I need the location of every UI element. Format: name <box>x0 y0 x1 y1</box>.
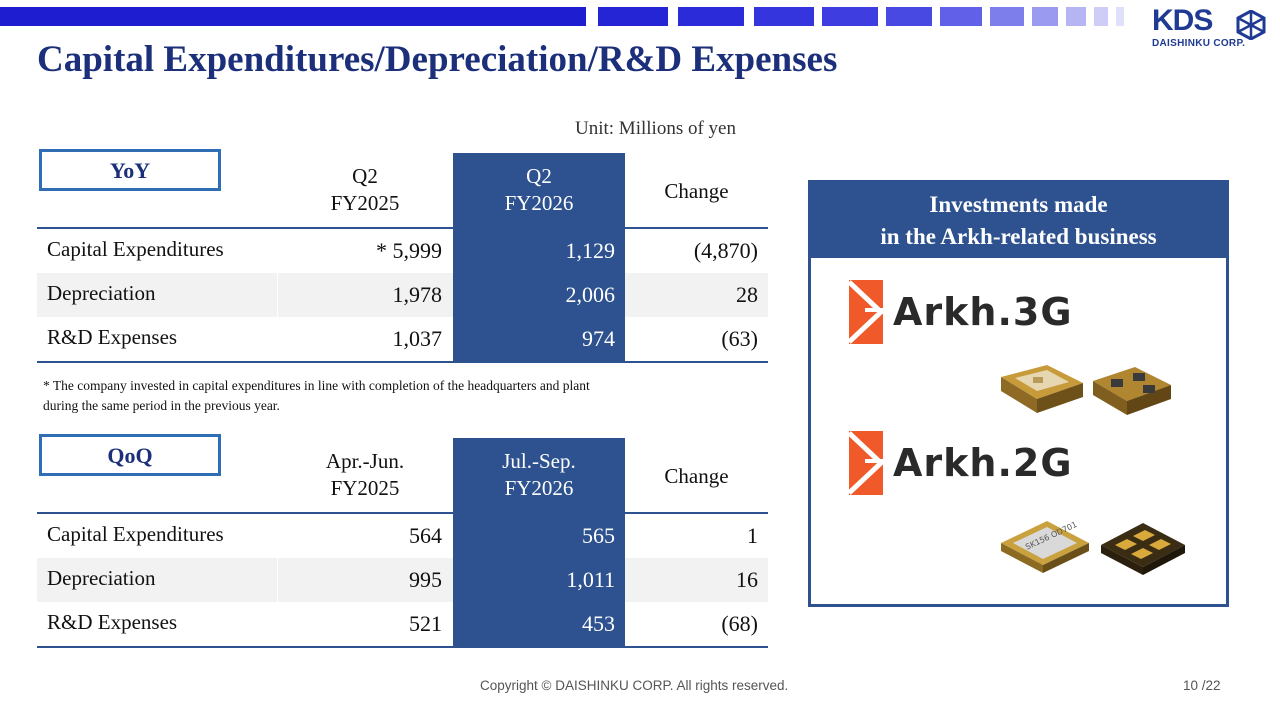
bar-segment <box>1094 7 1108 26</box>
current-value: 453 <box>453 602 625 646</box>
header-line: FY2025 <box>330 191 400 215</box>
bar-segment <box>1066 7 1086 26</box>
header-rule <box>37 512 768 514</box>
table-row: Capital Expenditures * 5,999 1,129 (4,87… <box>37 229 768 273</box>
column-header-prior: Q2 FY2025 <box>277 163 453 217</box>
row-label: Depreciation <box>47 566 156 590</box>
prior-value: 995 <box>409 567 442 592</box>
prior-value: 1,037 <box>392 326 443 351</box>
panel-title-line: Investments made <box>929 192 1108 217</box>
qoq-table: QoQ Apr.-Jun. FY2025 Jul.-Sep. FY2026 Ch… <box>37 434 768 648</box>
logo-emblem-icon <box>1236 10 1266 40</box>
header-line: Q2 <box>352 164 378 188</box>
panel-title: Investments made in the Arkh-related bus… <box>811 183 1226 258</box>
current-value: 974 <box>453 317 625 361</box>
top-decorative-bar <box>0 7 1140 26</box>
yoy-label: YoY <box>39 149 221 191</box>
column-header-change: Change <box>664 179 729 203</box>
bar-segment <box>0 7 586 26</box>
header-line: FY2025 <box>330 476 400 500</box>
arkh-logo-icon <box>849 431 883 495</box>
chip-3g-image <box>1001 365 1171 415</box>
row-label: R&D Expenses <box>47 610 178 634</box>
footnote-line: * The company invested in capital expend… <box>43 378 590 393</box>
bar-segment <box>678 7 744 26</box>
bar-segment <box>822 7 878 26</box>
bar-segment <box>754 7 814 26</box>
arkh-logo-icon <box>849 280 883 344</box>
row-label: R&D Expenses <box>47 325 178 349</box>
yoy-table: YoY Q2 FY2025 Q2 FY2026 Change Capital E… <box>37 149 768 363</box>
bar-segment <box>1116 7 1124 26</box>
bar-segment <box>940 7 982 26</box>
unit-label: Unit: Millions of yen <box>575 118 736 139</box>
change-value: 1 <box>747 523 758 548</box>
table-row: Depreciation 1,978 2,006 28 <box>37 273 768 317</box>
bar-segment <box>1032 7 1058 26</box>
change-value: (68) <box>721 611 758 636</box>
brand-name: Arkh.2G <box>893 441 1073 485</box>
bottom-rule <box>37 646 768 648</box>
cell-divider <box>277 558 278 602</box>
logo-text: KDS <box>1152 4 1213 37</box>
table-row: R&D Expenses 521 453 (68) <box>37 602 768 646</box>
bottom-rule <box>37 361 768 363</box>
change-value: 16 <box>736 567 758 592</box>
table-row: Capital Expenditures 564 565 1 <box>37 514 768 558</box>
brand-name: Arkh.3G <box>893 290 1073 334</box>
prior-value: 564 <box>409 523 442 548</box>
page-title: Capital Expenditures/Depreciation/R&D Ex… <box>37 39 838 80</box>
chip-2g-image: SK156 OD701 <box>1001 520 1185 575</box>
header-line: Jul.-Sep. <box>502 449 576 473</box>
bar-segment <box>886 7 932 26</box>
header-line: Q2 <box>526 164 552 188</box>
current-value: 565 <box>453 514 625 558</box>
change-value: (63) <box>721 326 758 351</box>
header-line: FY2026 <box>504 476 574 500</box>
footnote: * The company invested in capital expend… <box>43 376 743 416</box>
brand-arkh-3g: Arkh.3G <box>849 280 1073 344</box>
table-header: QoQ Apr.-Jun. FY2025 Jul.-Sep. FY2026 Ch… <box>37 434 768 514</box>
page-number: 10 /22 <box>1183 678 1221 693</box>
prior-value: * 5,999 <box>376 238 442 263</box>
bar-segment <box>990 7 1024 26</box>
prior-value: 1,978 <box>392 282 443 307</box>
footnote-line: during the same period in the previous y… <box>43 398 280 413</box>
investment-panel: Investments made in the Arkh-related bus… <box>808 180 1229 607</box>
cell-divider <box>277 273 278 317</box>
bar-segment <box>598 7 668 26</box>
header-line: Apr.-Jun. <box>325 449 405 473</box>
column-header-prior: Apr.-Jun. FY2025 <box>277 448 453 502</box>
column-header-current: Jul.-Sep. FY2026 <box>453 438 625 514</box>
copyright-notice: Copyright © DAISHINKU CORP. All rights r… <box>480 678 789 693</box>
panel-title-line: in the Arkh-related business <box>880 224 1157 249</box>
change-value: 28 <box>736 282 758 307</box>
change-value: (4,870) <box>693 238 758 263</box>
table-header: YoY Q2 FY2025 Q2 FY2026 Change <box>37 149 768 229</box>
table-row: Depreciation 995 1,011 16 <box>37 558 768 602</box>
qoq-label: QoQ <box>39 434 221 476</box>
row-label: Capital Expenditures <box>47 237 224 261</box>
header-line: FY2026 <box>504 191 574 215</box>
current-value: 1,129 <box>453 229 625 273</box>
logo-subtext: DAISHINKU CORP. <box>1152 38 1246 49</box>
row-label: Capital Expenditures <box>47 522 224 546</box>
prior-value: 521 <box>409 611 442 636</box>
header-rule <box>37 227 768 229</box>
company-logo: KDS DAISHINKU CORP. <box>1150 4 1268 50</box>
brand-arkh-2g: Arkh.2G <box>849 431 1073 495</box>
row-label: Depreciation <box>47 281 156 305</box>
table-row: R&D Expenses 1,037 974 (63) <box>37 317 768 361</box>
column-header-current: Q2 FY2026 <box>453 153 625 229</box>
current-value: 1,011 <box>453 558 625 602</box>
column-header-change: Change <box>664 464 729 488</box>
current-value: 2,006 <box>453 273 625 317</box>
